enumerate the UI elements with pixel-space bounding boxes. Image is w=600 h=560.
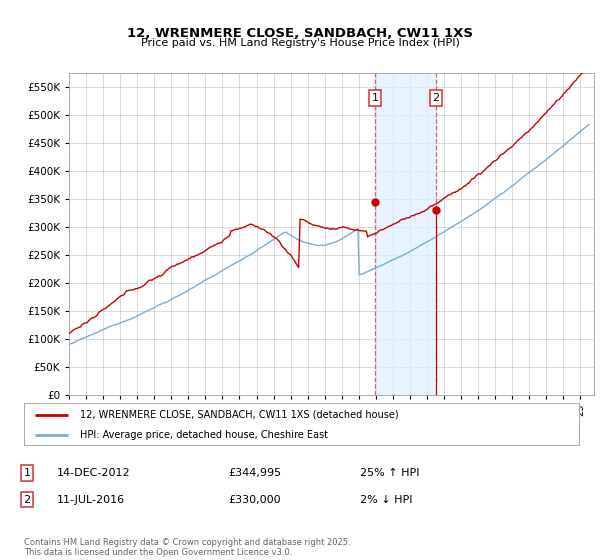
Text: 2: 2: [433, 93, 440, 103]
Text: HPI: Average price, detached house, Cheshire East: HPI: Average price, detached house, Ches…: [79, 430, 328, 440]
Text: 1: 1: [23, 468, 31, 478]
Text: 2: 2: [23, 494, 31, 505]
Text: 11-JUL-2016: 11-JUL-2016: [57, 494, 125, 505]
Text: Contains HM Land Registry data © Crown copyright and database right 2025.
This d: Contains HM Land Registry data © Crown c…: [24, 538, 350, 557]
Text: 12, WRENMERE CLOSE, SANDBACH, CW11 1XS (detached house): 12, WRENMERE CLOSE, SANDBACH, CW11 1XS (…: [79, 410, 398, 420]
Text: 2% ↓ HPI: 2% ↓ HPI: [360, 494, 413, 505]
Text: 14-DEC-2012: 14-DEC-2012: [57, 468, 131, 478]
Bar: [375, 73, 436, 395]
Text: £330,000: £330,000: [228, 494, 281, 505]
Text: 25% ↑ HPI: 25% ↑ HPI: [360, 468, 419, 478]
Text: 1: 1: [371, 93, 379, 103]
Text: 12, WRENMERE CLOSE, SANDBACH, CW11 1XS: 12, WRENMERE CLOSE, SANDBACH, CW11 1XS: [127, 27, 473, 40]
Text: £344,995: £344,995: [228, 468, 281, 478]
Text: Price paid vs. HM Land Registry's House Price Index (HPI): Price paid vs. HM Land Registry's House …: [140, 38, 460, 48]
